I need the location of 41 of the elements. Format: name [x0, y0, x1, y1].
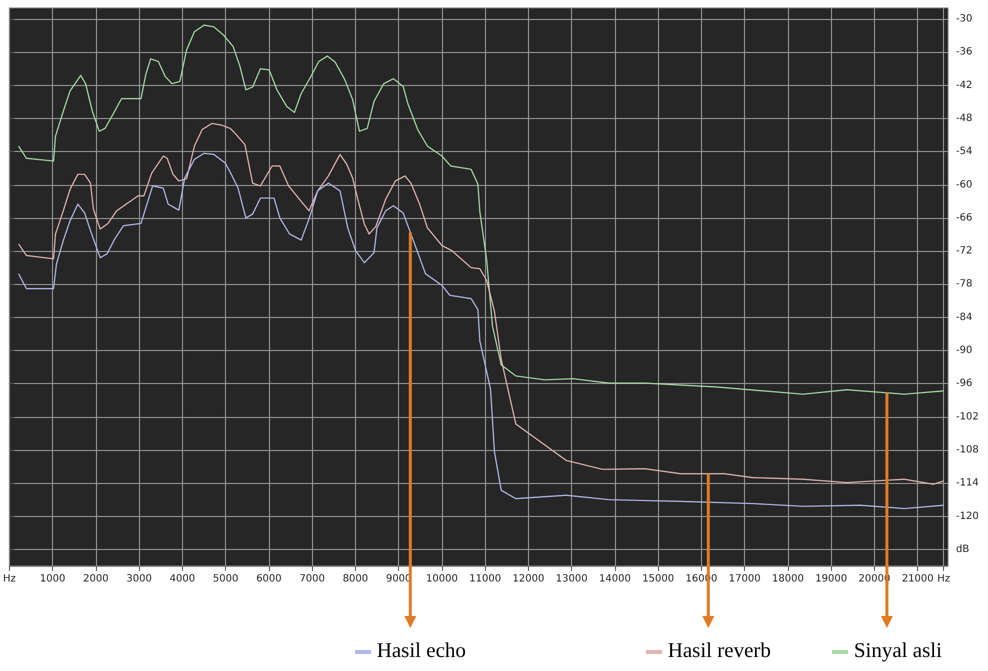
y-tick-label: -72 — [956, 246, 972, 257]
x-tick-label: 11000 — [469, 574, 502, 584]
y-tick-label: -114 — [956, 478, 979, 489]
y-tick-label: -48 — [956, 112, 972, 124]
x-tick-label: 8000 — [342, 574, 368, 584]
x-tick-label: 12000 — [512, 574, 544, 584]
y-tick-label: -120 — [956, 510, 979, 522]
y-tick-label: -66 — [956, 212, 972, 224]
y-tick-label: -54 — [956, 146, 972, 158]
x-tick-label: Hz — [2, 574, 16, 584]
y-tick-label: -36 — [956, 46, 972, 58]
y-tick-label: -96 — [956, 378, 972, 390]
x-tick-label: 14000 — [599, 574, 631, 584]
x-tick-label: 3000 — [126, 574, 152, 584]
x-tick-label: 15000 — [642, 574, 674, 584]
legend-label: Hasil reverb — [666, 638, 772, 663]
y-tick-label: -102 — [956, 411, 979, 422]
x-tick-label: 10000 — [426, 574, 458, 584]
y-tick-label: -108 — [956, 444, 979, 456]
line-series — [18, 24, 944, 395]
y-tick-label: -84 — [956, 312, 972, 323]
y-tick-label: -60 — [956, 179, 972, 190]
x-tick-label: 19000 — [815, 574, 848, 584]
x-tick-label: 18000 — [772, 574, 804, 584]
legend-label: Hasil echo — [376, 638, 467, 663]
y-tick-label: -30 — [956, 14, 972, 25]
y-tick-label: -78 — [956, 278, 972, 290]
x-tick-label: 1000 — [40, 574, 66, 584]
x-tick-label: 21000 — [902, 574, 934, 584]
legend-label: Sinyal asli — [852, 638, 943, 663]
x-tick-label: Hz — [937, 574, 950, 584]
x-tick-label: 7000 — [299, 574, 325, 584]
x-tick-label: 5000 — [212, 574, 238, 584]
y-tick-label: -90 — [956, 345, 972, 356]
y-tick-label: dB — [956, 544, 970, 555]
x-tick-label: 13000 — [556, 574, 588, 584]
x-tick-label: 17000 — [728, 574, 761, 584]
x-tick-label: 6000 — [256, 574, 282, 584]
x-tick-label: 2000 — [83, 574, 109, 584]
y-tick-label: -42 — [956, 80, 972, 91]
x-tick-label: 4000 — [170, 574, 196, 584]
